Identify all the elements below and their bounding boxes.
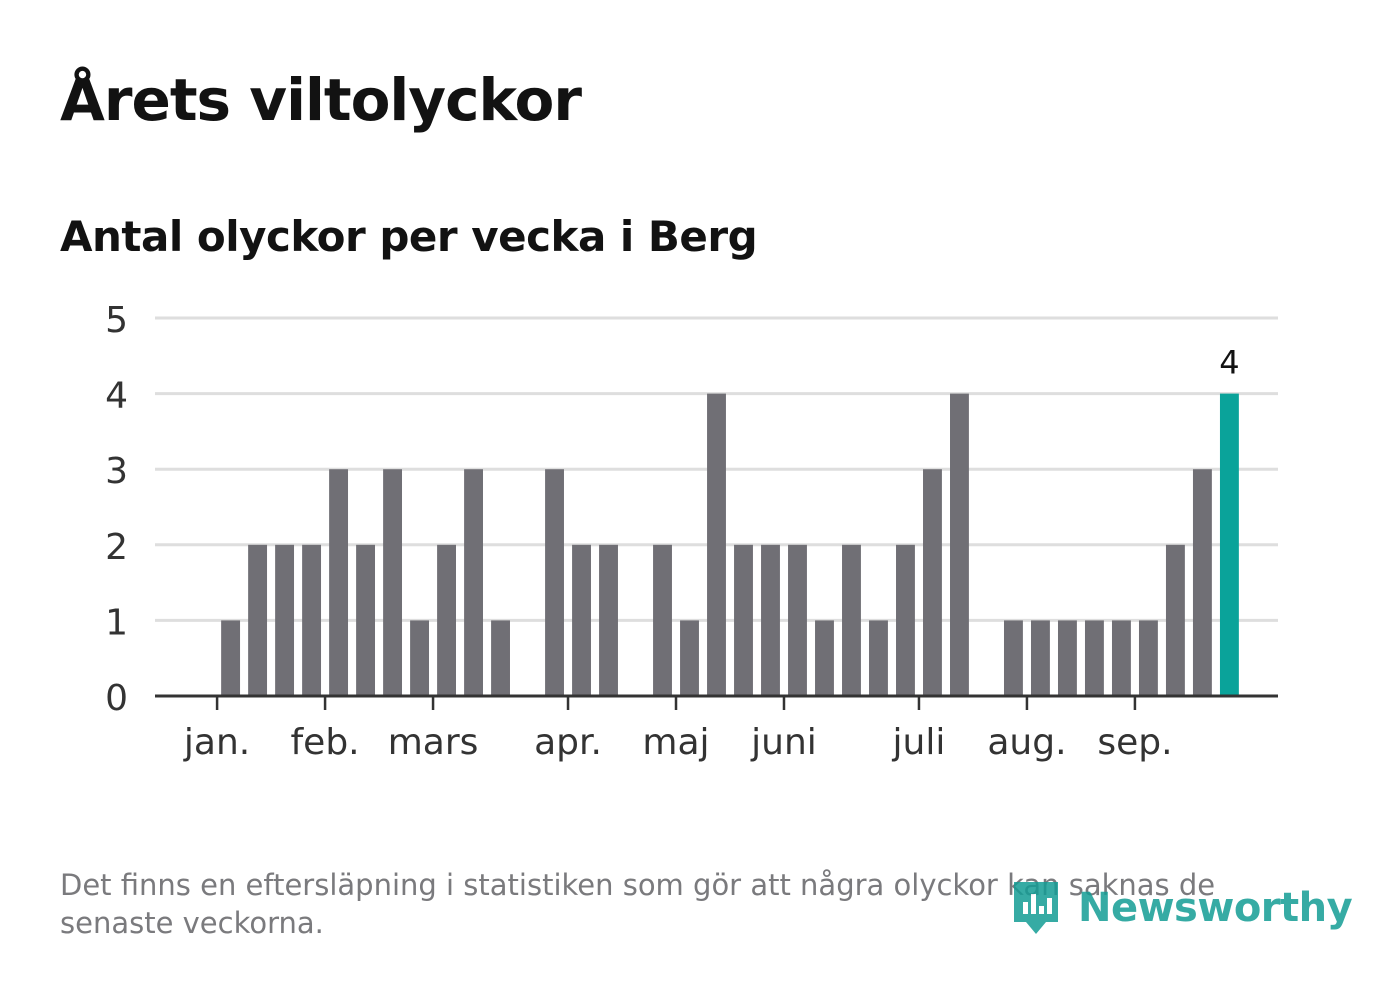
bar-week-37 xyxy=(1165,544,1185,696)
x-tick-label: aug. xyxy=(987,722,1066,763)
x-tick-label: sep. xyxy=(1097,722,1172,763)
bar-week-16 xyxy=(599,544,618,696)
x-tick-label: maj xyxy=(642,722,709,763)
bar-week-23 xyxy=(788,544,807,696)
y-axis-ticks: 0 1 2 3 4 5 xyxy=(105,300,128,719)
newsworthy-chat-icon xyxy=(1014,882,1058,934)
bar-week-20 xyxy=(707,393,726,696)
bar-week-10 xyxy=(437,544,456,696)
bar-week-4 xyxy=(275,544,295,696)
bar-week-6 xyxy=(329,469,349,696)
bar-week-31 xyxy=(1003,620,1023,696)
x-axis-ticks: jan. feb. mars apr. maj juni juli aug. sep. xyxy=(183,696,1173,763)
y-tick-label: 1 xyxy=(105,602,128,643)
y-tick-label: 4 xyxy=(105,376,128,417)
bar-week-7 xyxy=(356,544,376,696)
bar-week-22 xyxy=(761,544,780,696)
bar-week-36 xyxy=(1138,620,1158,696)
bar-week-32 xyxy=(1030,620,1050,696)
data-labels: 4 xyxy=(1219,344,1239,382)
bar-week-38 xyxy=(1192,469,1212,696)
bar-week-18 xyxy=(653,544,672,696)
bar-week-15 xyxy=(572,544,591,696)
bar-week-34 xyxy=(1084,620,1104,696)
bar-week-25 xyxy=(842,544,861,696)
chart-title: Årets viltolyckor xyxy=(60,66,582,134)
bar-week-8 xyxy=(383,469,403,696)
bar-week-21 xyxy=(734,544,753,696)
bar-week-19 xyxy=(680,620,699,696)
y-tick-label: 0 xyxy=(105,678,128,719)
bar-week-24 xyxy=(815,620,834,696)
bars xyxy=(221,393,1239,696)
chart-subtitle: Antal olyckor per vecka i Berg xyxy=(60,212,758,261)
bar-week-5 xyxy=(302,544,322,696)
bar-chart: 0 1 2 3 4 5 jan. feb. mars apr. maj juni juli aug. se… xyxy=(105,300,1278,763)
y-tick-label: 5 xyxy=(105,300,128,341)
bar-week-26 xyxy=(869,620,888,696)
bar-week-3 xyxy=(248,544,268,696)
brand-name: Newsworthy xyxy=(1078,885,1353,931)
bar-week-12 xyxy=(491,620,510,696)
y-tick-label: 3 xyxy=(105,451,128,492)
bar-week-35 xyxy=(1111,620,1131,696)
bar-week-33 xyxy=(1057,620,1077,696)
bar-week-2 xyxy=(221,620,241,696)
x-tick-label: apr. xyxy=(534,722,602,763)
y-tick-label: 2 xyxy=(105,527,128,568)
x-tick-label: juli xyxy=(892,722,946,763)
bar-week-29 xyxy=(950,393,969,696)
bar-week-14 xyxy=(545,469,564,696)
bar-week-28 xyxy=(923,469,942,696)
bar-highlight-week-39 xyxy=(1219,393,1239,696)
x-tick-label: feb. xyxy=(291,722,360,763)
bar-week-9 xyxy=(410,620,430,696)
x-tick-label: juni xyxy=(750,722,817,763)
data-label-latest: 4 xyxy=(1219,344,1239,382)
bar-week-27 xyxy=(896,544,915,696)
newsworthy-logo: Newsworthy xyxy=(1010,876,1353,940)
bar-week-11 xyxy=(464,469,483,696)
x-tick-label: mars xyxy=(388,722,479,763)
x-tick-label: jan. xyxy=(183,722,250,763)
